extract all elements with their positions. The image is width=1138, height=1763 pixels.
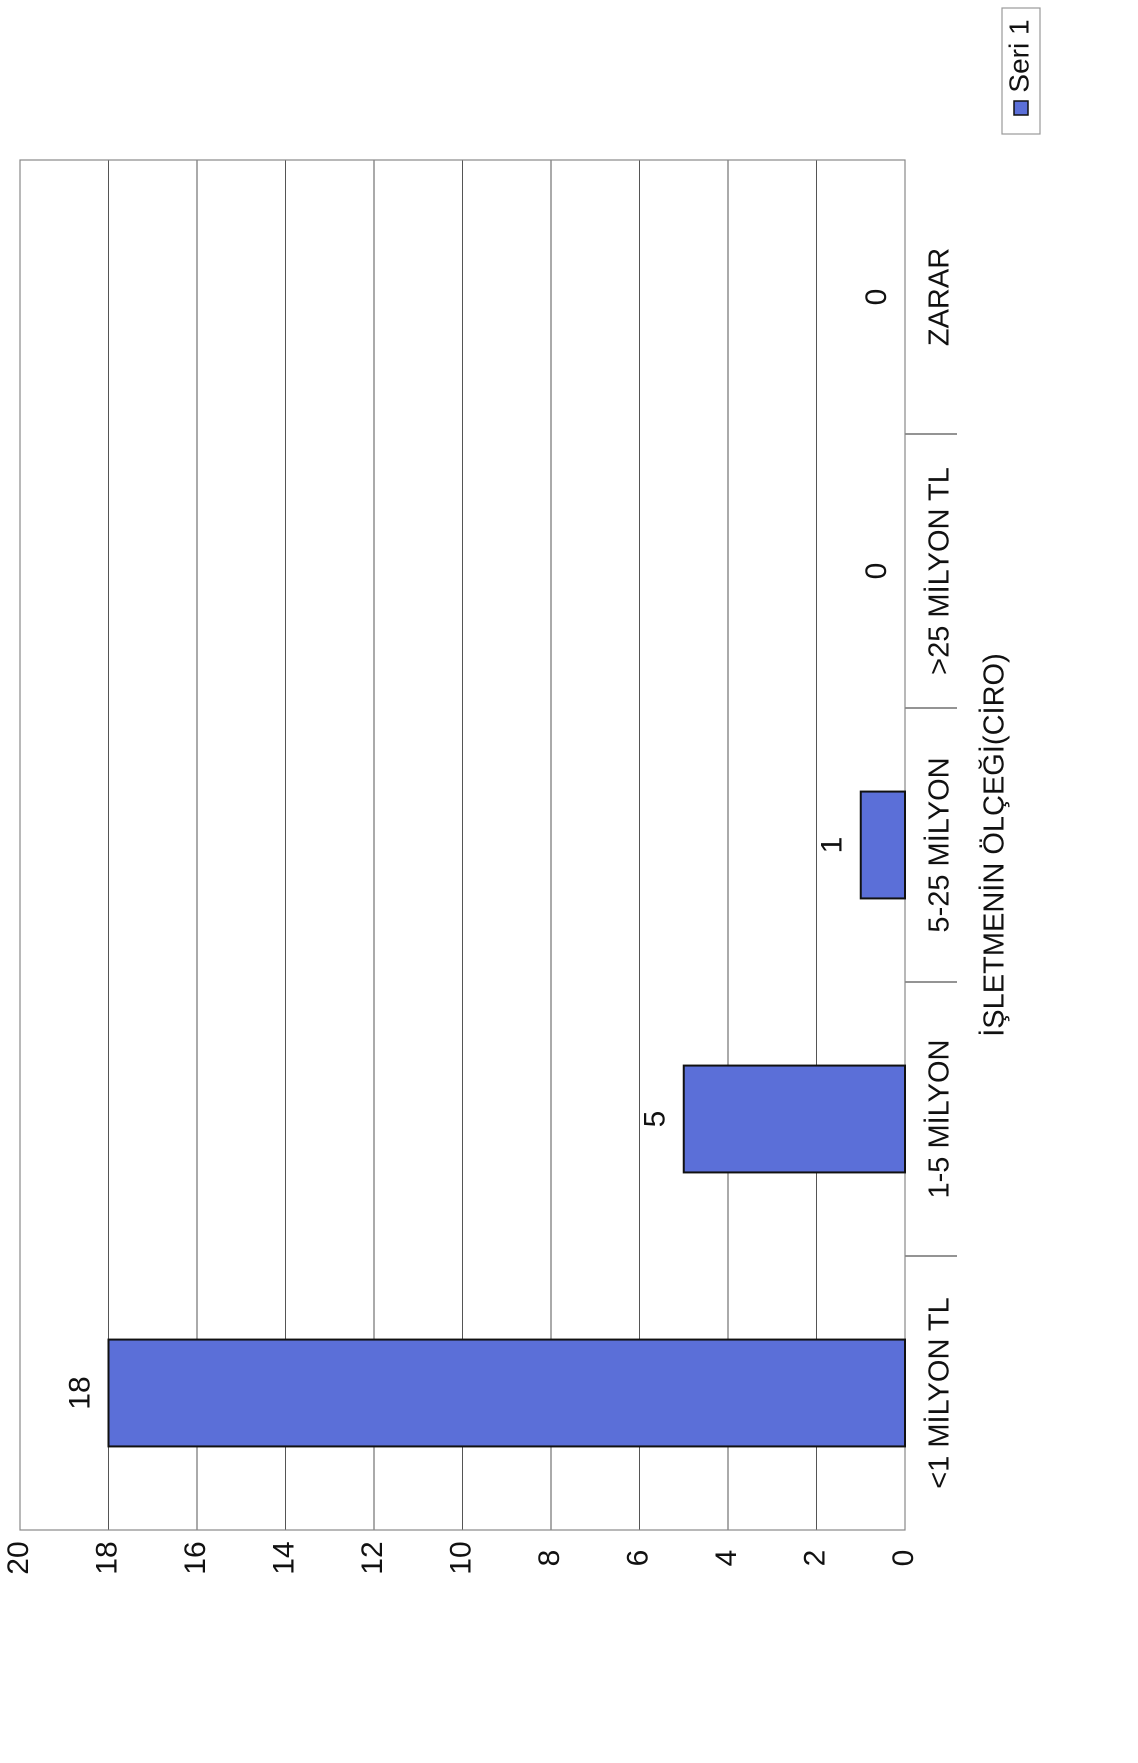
y-tick-label: 12 <box>356 1541 389 1574</box>
legend-swatch <box>1013 100 1029 116</box>
y-tick-label: 10 <box>444 1541 477 1574</box>
data-labels: 18 5 1 0 0 <box>63 289 893 1410</box>
category-label: 1-5 MİLYON <box>923 1039 956 1198</box>
y-tick-label: 2 <box>798 1550 831 1567</box>
y-tick-label: 6 <box>621 1550 654 1567</box>
data-label: 5 <box>639 1111 672 1128</box>
y-tick-label: 0 <box>887 1550 920 1567</box>
y-axis-ticks: 0 2 4 6 8 10 12 14 16 18 20 <box>2 1541 920 1574</box>
y-tick-label: 4 <box>710 1550 743 1567</box>
legend: Seri 1 <box>1001 7 1041 135</box>
x-axis-title: İŞLETMENİN ÖLÇEĞİ(CİRO) <box>978 653 1011 1037</box>
category-labels: <1 MİLYON TL 1-5 MİLYON 5-25 MİLYON >25 MİL… <box>923 248 956 1489</box>
bar <box>682 1064 906 1174</box>
data-label: 0 <box>860 289 893 306</box>
bar <box>859 790 906 900</box>
bars <box>107 790 906 1448</box>
y-tick-label: 20 <box>2 1541 35 1574</box>
category-label: ZARAR <box>924 248 956 346</box>
data-label: 0 <box>860 563 893 580</box>
data-label: 1 <box>816 837 849 854</box>
category-label: <1 MİLYON TL <box>923 1297 956 1489</box>
bar <box>107 1338 906 1448</box>
y-tick-label: 18 <box>90 1541 123 1574</box>
y-tick-label: 16 <box>179 1541 212 1574</box>
legend-label: Seri 1 <box>1003 19 1034 92</box>
y-tick-label: 8 <box>533 1550 566 1567</box>
category-label: 5-25 MİLYON <box>923 757 956 932</box>
data-label: 18 <box>63 1376 96 1409</box>
y-tick-label: 14 <box>267 1541 300 1574</box>
category-label: >25 MİLYON TL <box>923 467 956 675</box>
